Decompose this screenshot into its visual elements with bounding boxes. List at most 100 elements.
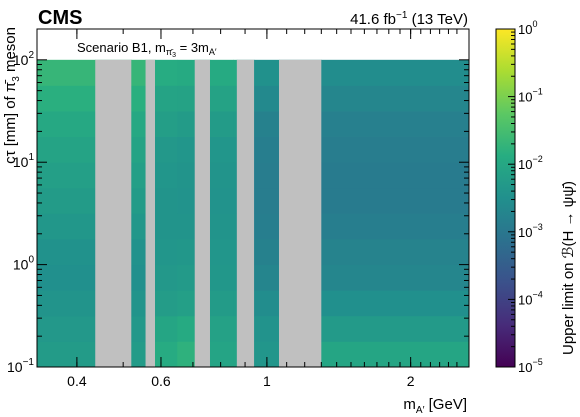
- heatmap-cell: [131, 162, 146, 189]
- heatmap-cell: [177, 238, 196, 266]
- heatmap-cell: [321, 59, 470, 86]
- heatmap-cell: [321, 136, 470, 163]
- excluded-band: [278, 59, 322, 367]
- y-axis-title: cτ [mm] of π̄3 meson: [2, 27, 22, 164]
- heatmap-cell: [254, 290, 280, 317]
- plot-frame: [36, 28, 470, 368]
- heatmap-cell: [155, 341, 178, 368]
- heatmap-cell: [209, 59, 234, 86]
- heatmap-cell: [37, 264, 96, 291]
- heatmap-cell: [177, 85, 196, 112]
- x-tick-label: 1: [263, 373, 271, 389]
- heatmap-cell: [209, 341, 234, 368]
- heatmap-cell: [209, 213, 234, 240]
- heatmap-cell: [131, 136, 146, 163]
- heatmap-cell: [155, 162, 178, 189]
- heatmap-cell: [321, 264, 470, 291]
- heatmap-cell: [131, 111, 146, 137]
- heatmap-cell: [254, 315, 280, 342]
- heatmap-cell: [177, 187, 196, 214]
- heatmap-cell: [233, 85, 238, 112]
- heatmap-cell: [37, 136, 96, 163]
- heatmap-cell: [131, 315, 146, 342]
- heatmap-cell: [37, 187, 96, 214]
- heatmap-cell: [155, 136, 178, 163]
- y-tick-label: 101: [13, 152, 35, 170]
- excluded-band: [236, 59, 255, 367]
- heatmap-cell: [177, 111, 196, 137]
- heatmap-cell: [37, 341, 96, 368]
- excluded-mass-bands: [95, 59, 322, 367]
- colorbar-tick-label: 10−1: [518, 87, 543, 105]
- heatmap-cell: [209, 238, 234, 266]
- heatmap-cell: [254, 213, 280, 240]
- heatmap-cell: [131, 59, 146, 86]
- heatmap-cell: [177, 213, 196, 240]
- excluded-band: [194, 59, 210, 367]
- heatmap-cell: [233, 290, 238, 317]
- heatmap-cell: [209, 85, 234, 112]
- heatmap-cell: [37, 213, 96, 240]
- heatmap-cell: [321, 111, 470, 137]
- heatmap-cell: [233, 213, 238, 240]
- heatmap-cell: [131, 264, 146, 291]
- heatmap-cell: [233, 111, 238, 137]
- heatmap-cell: [155, 187, 178, 214]
- heatmap-cell: [131, 290, 146, 317]
- heatmap-cell: [177, 315, 196, 342]
- heatmap-cell: [321, 213, 470, 240]
- heatmap-cell: [321, 238, 470, 266]
- heatmap-cell: [177, 341, 196, 368]
- colorbar-tick-label: 10−4: [518, 289, 543, 307]
- heatmap-cell: [37, 162, 96, 189]
- colorbar-tick-label: 10−2: [518, 154, 543, 172]
- heatmap-cell: [209, 187, 234, 214]
- colorbar-tick-label: 100: [518, 19, 537, 37]
- heatmap-cell: [209, 315, 234, 342]
- heatmap-cell: [155, 59, 178, 86]
- heatmap-cell: [177, 136, 196, 163]
- heatmap-cell: [321, 290, 470, 317]
- x-axis-title: mA′ [GeV]: [403, 396, 467, 416]
- heatmap-cell: [177, 59, 196, 86]
- x-tick-label: 2: [407, 373, 415, 389]
- heatmap-cell: [177, 162, 196, 189]
- heatmap-cell: [254, 187, 280, 214]
- colorbar-tick-label: 10−5: [518, 357, 543, 375]
- colorbar-ticks: 10−5 10−4 10−3 10−2 10−1 100: [508, 19, 543, 375]
- heatmap-cell: [177, 290, 196, 317]
- heatmap-cell: [209, 264, 234, 291]
- heatmap-cell: [155, 238, 178, 266]
- x-tick-label: 0.6: [151, 373, 171, 389]
- heatmap-cell: [233, 341, 238, 368]
- heatmap-cell: [131, 341, 146, 368]
- heatmap-cell: [37, 290, 96, 317]
- heatmap-cell: [321, 85, 470, 112]
- heatmap-cell: [254, 59, 280, 86]
- heatmap-cell: [131, 213, 146, 240]
- heatmap-cell: [254, 162, 280, 189]
- heatmap-cell: [209, 162, 234, 189]
- excluded-band: [95, 59, 132, 367]
- heatmap-cell: [37, 111, 96, 137]
- heatmap-cell: [131, 238, 146, 266]
- heatmap-cell: [155, 213, 178, 240]
- heatmap-cell: [37, 59, 96, 86]
- heatmap-cell: [37, 315, 96, 342]
- heatmap-cell: [254, 238, 280, 266]
- heatmap-cell: [233, 162, 238, 189]
- heatmap-cell: [37, 238, 96, 266]
- excluded-band: [145, 59, 156, 367]
- heatmap-cell: [209, 290, 234, 317]
- heatmap-cell: [254, 264, 280, 291]
- heatmap-cell: [233, 315, 238, 342]
- heatmap-cell: [233, 59, 238, 86]
- heatmap-cell: [233, 187, 238, 214]
- colorbar: [495, 28, 516, 368]
- heatmap-cell: [233, 136, 238, 163]
- experiment-label: CMS: [38, 7, 82, 29]
- heatmap-cell: [155, 85, 178, 112]
- heatmap-cell: [155, 111, 178, 137]
- heatmap-cell: [254, 111, 280, 137]
